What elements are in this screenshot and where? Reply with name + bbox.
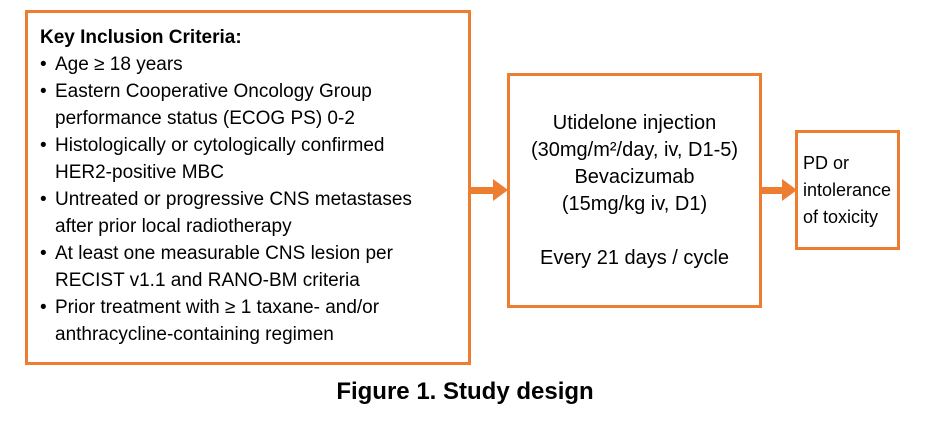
inclusion-criteria-box: Key Inclusion Criteria: • Age ≥ 18 years… bbox=[25, 10, 471, 365]
figure-caption: Figure 1. Study design bbox=[336, 378, 594, 405]
inclusion-criteria-title: Key Inclusion Criteria: bbox=[40, 27, 242, 48]
endpoint-box: PD or intolerance of toxicity bbox=[795, 130, 900, 250]
bullet-icon: • bbox=[40, 54, 47, 75]
treatment-line: Bevacizumab bbox=[574, 165, 695, 188]
list-item: • Untreated or progressive CNS metastase… bbox=[40, 186, 462, 240]
inclusion-item-text: Age ≥ 18 years bbox=[55, 54, 183, 75]
inclusion-item-text: Prior treatment with ≥ 1 taxane- and/or … bbox=[55, 297, 380, 345]
bullet-icon: • bbox=[40, 243, 47, 264]
treatment-line: (30mg/m²/day, iv, D1-5) bbox=[530, 138, 739, 161]
inclusion-item-text: Histologically or cytologically confirme… bbox=[55, 135, 385, 183]
treatment-line: Every 21 days / cycle bbox=[540, 246, 729, 269]
list-item: • Histologically or cytologically confir… bbox=[40, 132, 462, 186]
treatment-box: Utidelone injection (30mg/m²/day, iv, D1… bbox=[507, 73, 762, 308]
arrow-shaft bbox=[471, 186, 493, 194]
flow-arrow-right-icon bbox=[471, 179, 508, 201]
treatment-line: (15mg/kg iv, D1) bbox=[561, 192, 708, 215]
bullet-icon: • bbox=[40, 81, 47, 102]
arrow-head bbox=[782, 179, 797, 201]
list-item: • Age ≥ 18 years bbox=[40, 51, 462, 78]
inclusion-item-text: At least one measurable CNS lesion per R… bbox=[55, 243, 393, 291]
endpoint-line: of toxicity bbox=[803, 206, 879, 227]
bullet-icon: • bbox=[40, 135, 47, 156]
arrow-head bbox=[493, 179, 508, 201]
bullet-icon: • bbox=[40, 297, 47, 318]
inclusion-item-text: Eastern Cooperative Oncology Group perfo… bbox=[55, 81, 372, 129]
treatment-line: Utidelone injection bbox=[552, 111, 717, 134]
bullet-icon: • bbox=[40, 189, 47, 210]
inclusion-criteria-list: • Age ≥ 18 years • Eastern Cooperative O… bbox=[40, 51, 462, 348]
endpoint-line: PD or bbox=[803, 152, 850, 173]
list-item: • At least one measurable CNS lesion per… bbox=[40, 240, 462, 294]
flow-arrow-right-icon bbox=[761, 179, 797, 201]
endpoint-line: intolerance bbox=[803, 179, 892, 200]
inclusion-item-text: Untreated or progressive CNS metastases … bbox=[55, 189, 412, 237]
arrow-shaft bbox=[761, 186, 782, 194]
list-item: • Prior treatment with ≥ 1 taxane- and/o… bbox=[40, 294, 462, 348]
list-item: • Eastern Cooperative Oncology Group per… bbox=[40, 78, 462, 132]
